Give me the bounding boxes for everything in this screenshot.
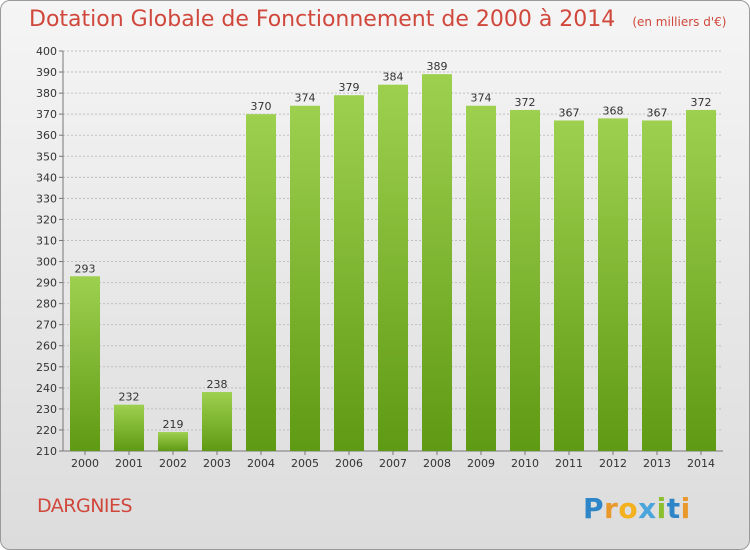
y-tick-label: 290 [36, 277, 57, 290]
data-label-2014: 372 [691, 96, 712, 109]
svg-text:Proxiti: Proxiti [583, 492, 691, 525]
proxiti-logo: Proxiti [583, 492, 691, 525]
chart-title-text: Dotation Globale de Fonctionnement de 20… [29, 7, 616, 32]
y-tick-label: 300 [36, 256, 57, 269]
x-tick-label-2008: 2008 [423, 457, 451, 470]
data-label-2011: 367 [559, 106, 580, 119]
y-tick-label: 220 [36, 424, 57, 437]
data-label-2003: 238 [207, 378, 228, 391]
bar-2005 [290, 105, 320, 451]
x-tick-label-2006: 2006 [335, 457, 363, 470]
y-tick-label: 260 [36, 340, 57, 353]
x-tick-label-2000: 2000 [71, 457, 99, 470]
commune-name: DARGNIES [37, 495, 133, 517]
y-tick-label: 360 [36, 129, 57, 142]
y-tick-label: 280 [36, 298, 57, 311]
bar-2014 [686, 109, 716, 452]
data-label-2002: 219 [163, 418, 184, 431]
y-tick-label: 250 [36, 361, 57, 374]
x-tick-label-2013: 2013 [643, 457, 671, 470]
chart-subtitle: (en milliers d'€) [632, 15, 727, 29]
data-label-2006: 379 [339, 81, 360, 94]
data-label-2000: 293 [75, 262, 96, 275]
y-tick-label: 230 [36, 403, 57, 416]
x-tick-label-2004: 2004 [247, 457, 275, 470]
y-tick-label: 400 [36, 45, 57, 58]
y-tick-label: 380 [36, 87, 57, 100]
bars [70, 74, 716, 452]
bar-2002 [158, 432, 188, 451]
y-axis: 210 220 230 240 250 260 270 280 290 300 310 320 330 3… [36, 45, 64, 458]
bar-2001 [114, 404, 144, 451]
data-label-2009: 374 [471, 92, 492, 105]
data-label-2001: 232 [119, 391, 140, 404]
data-label-2012: 368 [603, 104, 624, 117]
bar-2009 [466, 105, 496, 451]
bar-2004 [246, 114, 276, 451]
chart-title: Dotation Globale de Fonctionnement de 20… [29, 7, 726, 32]
x-tick-label-2005: 2005 [291, 457, 319, 470]
y-tick-label: 270 [36, 319, 57, 332]
bar-2007 [378, 84, 408, 452]
bar-2000 [70, 276, 100, 451]
x-tick-label-2011: 2011 [555, 457, 583, 470]
bar-2011 [554, 120, 584, 451]
y-tick-label: 240 [36, 382, 57, 395]
x-tick-label-2007: 2007 [379, 457, 407, 470]
x-tick-label-2012: 2012 [599, 457, 627, 470]
bar-2003 [202, 392, 232, 451]
bar-2010 [510, 109, 540, 452]
data-label-2007: 384 [383, 71, 404, 84]
data-label-2010: 372 [515, 96, 536, 109]
x-axis: 2000 2001 2002 2003 2004 2005 2006 2007 2008 2009… [63, 450, 723, 470]
bar-2008 [422, 74, 452, 451]
bar-2012 [598, 118, 628, 452]
bar-2013 [642, 120, 672, 451]
bar-2006 [334, 95, 364, 452]
y-tick-label: 350 [36, 150, 57, 163]
x-tick-label-2002: 2002 [159, 457, 187, 470]
data-label-2004: 370 [251, 100, 272, 113]
y-tick-label: 390 [36, 66, 57, 79]
x-tick-label-2003: 2003 [203, 457, 231, 470]
x-tick-label-2014: 2014 [687, 457, 715, 470]
y-tick-label: 370 [36, 108, 57, 121]
x-tick-label-2009: 2009 [467, 457, 495, 470]
x-tick-label-2010: 2010 [511, 457, 539, 470]
y-tick-label: 210 [36, 445, 57, 458]
y-tick-label: 330 [36, 192, 57, 205]
data-label-2013: 367 [647, 106, 668, 119]
x-tick-label-2001: 2001 [115, 457, 143, 470]
data-label-2008: 389 [427, 60, 448, 73]
y-tick-label: 340 [36, 171, 57, 184]
y-tick-label: 320 [36, 213, 57, 226]
data-label-2005: 374 [295, 92, 316, 105]
y-tick-label: 310 [36, 234, 57, 247]
data-labels: 293 232 219 238 370 374 379 384 389 374 372 367 368 3… [75, 60, 712, 431]
